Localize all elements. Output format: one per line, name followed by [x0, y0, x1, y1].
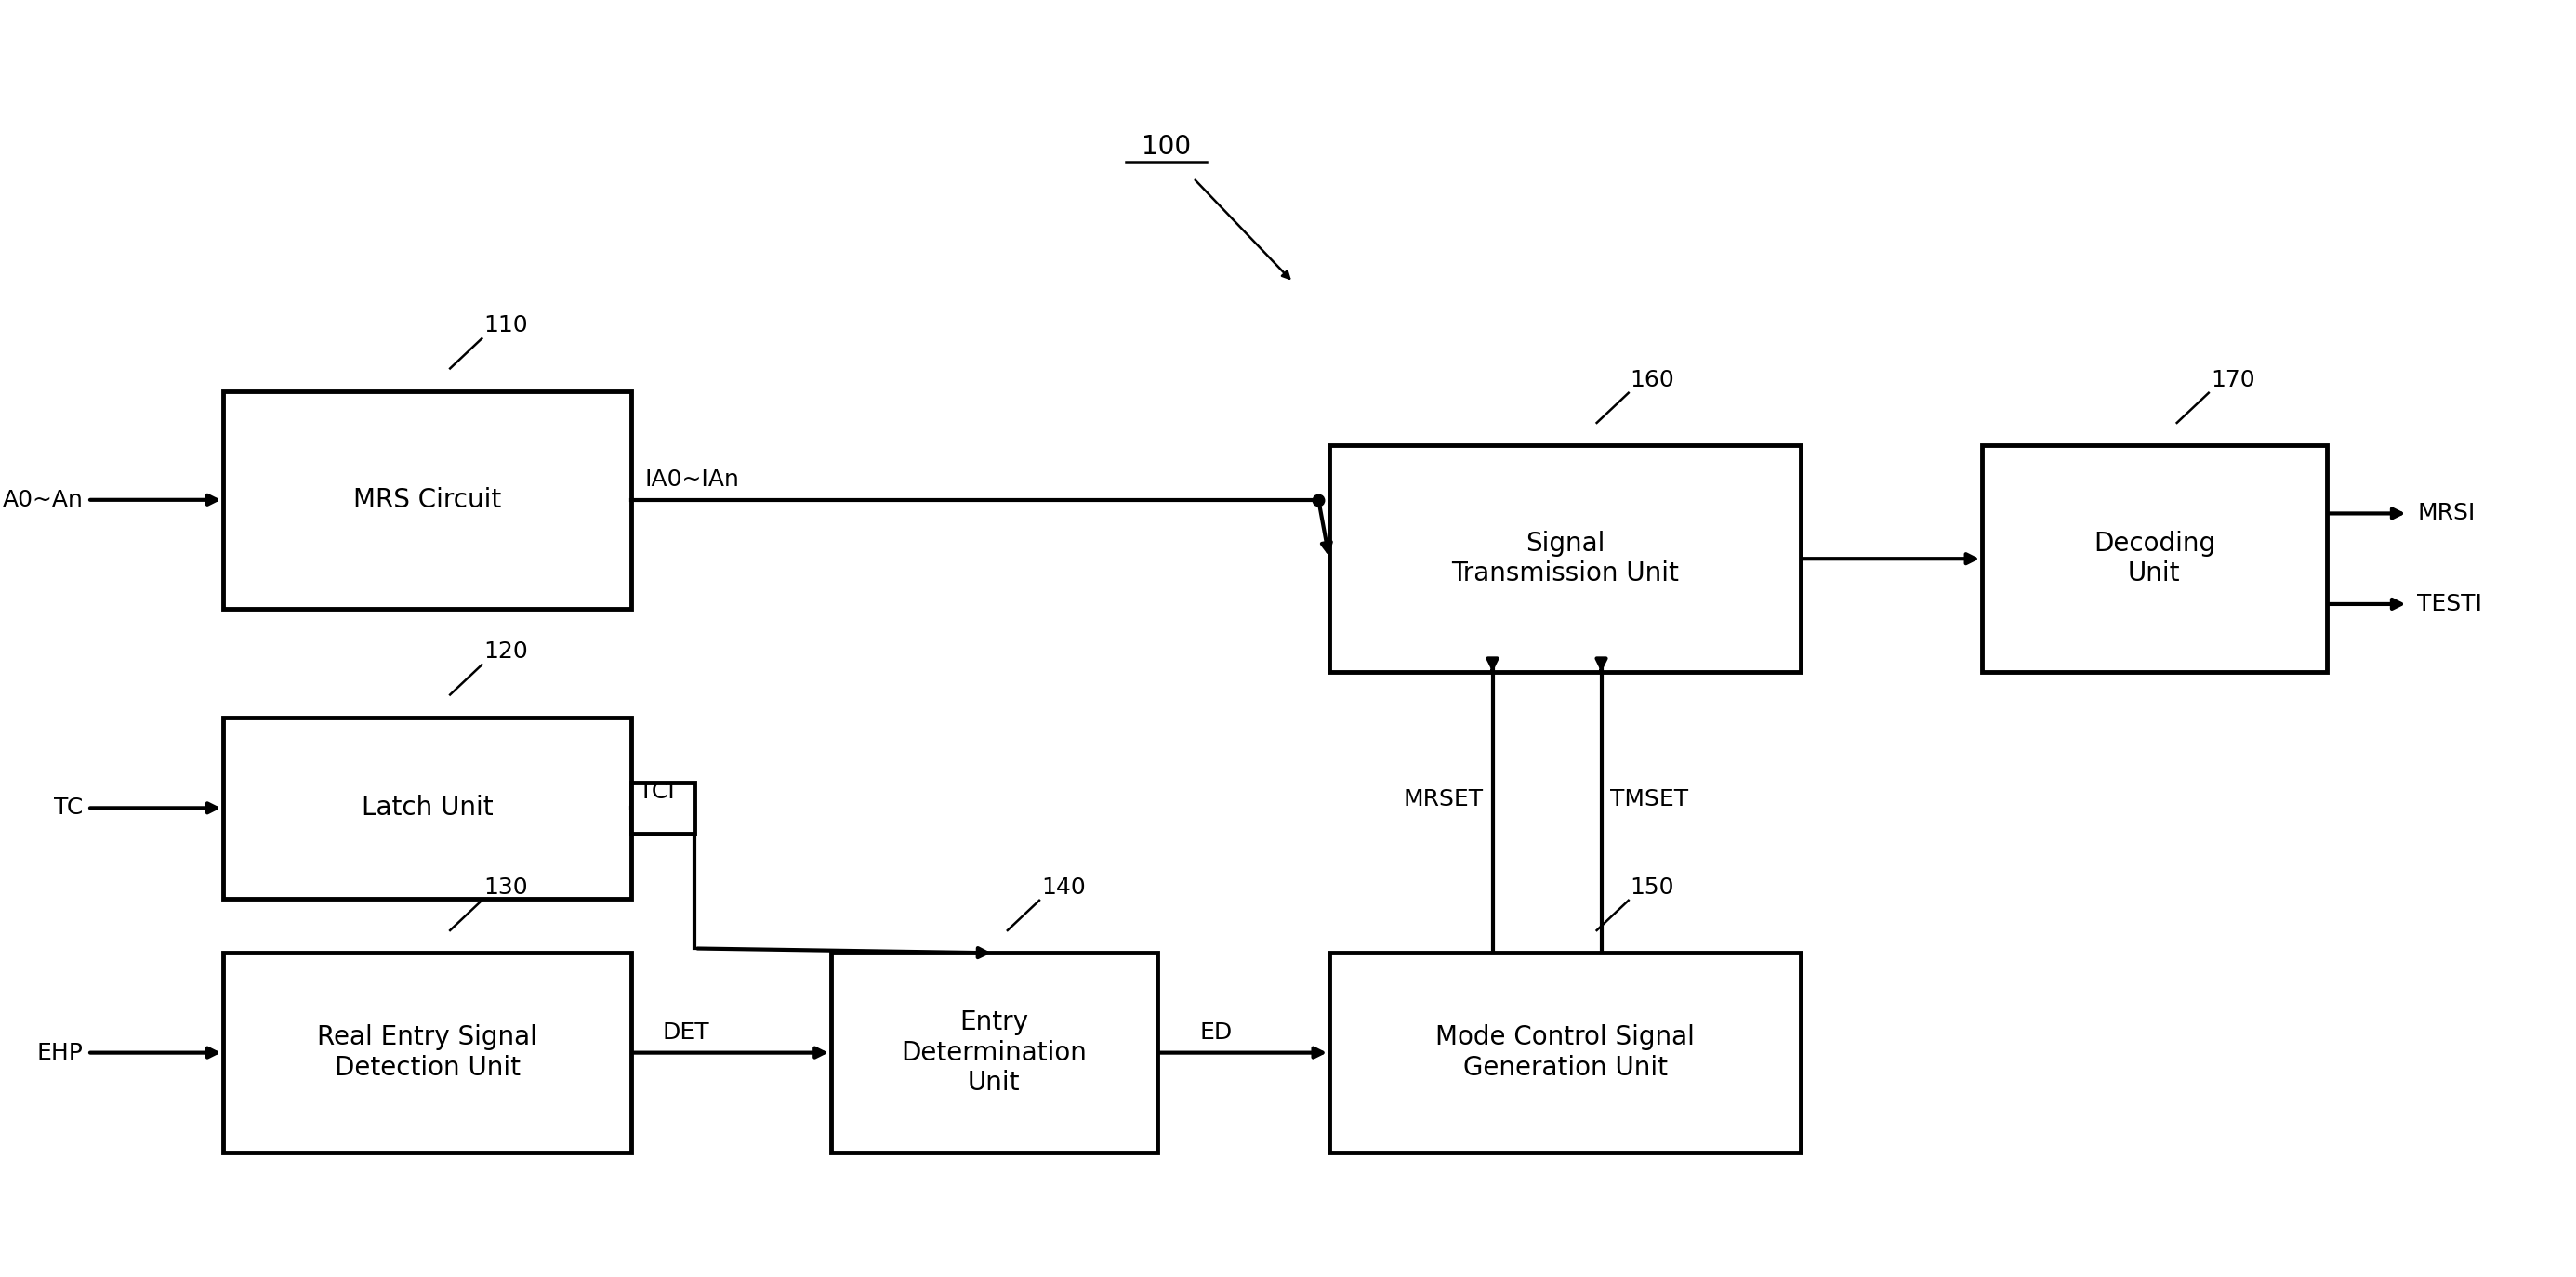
Text: 130: 130	[484, 876, 528, 899]
Text: 140: 140	[1041, 876, 1084, 899]
Bar	[224, 718, 631, 899]
Text: A0~An: A0~An	[3, 489, 82, 511]
Bar	[631, 783, 696, 834]
Text: 170: 170	[2210, 369, 2254, 391]
Text: 100: 100	[1141, 134, 1190, 160]
Bar	[832, 953, 1157, 1152]
Text: ED: ED	[1200, 1022, 1231, 1043]
Text: Signal
Transmission Unit: Signal Transmission Unit	[1450, 531, 1680, 587]
Text: TC: TC	[54, 797, 82, 819]
Text: EHP: EHP	[36, 1042, 82, 1064]
Text: Decoding
Unit: Decoding Unit	[2094, 531, 2215, 587]
Text: Real Entry Signal
Detection Unit: Real Entry Signal Detection Unit	[317, 1024, 538, 1080]
Text: 110: 110	[484, 314, 528, 337]
Text: MRSET: MRSET	[1404, 788, 1484, 810]
Bar	[1329, 446, 1801, 672]
Bar	[1329, 953, 1801, 1152]
Text: 160: 160	[1631, 369, 1674, 391]
Bar	[1981, 446, 2326, 672]
Text: IA0~IAn: IA0~IAn	[644, 469, 739, 490]
Text: Latch Unit: Latch Unit	[361, 796, 492, 821]
Text: Mode Control Signal
Generation Unit: Mode Control Signal Generation Unit	[1435, 1024, 1695, 1080]
Bar	[224, 953, 631, 1152]
Text: MRS Circuit: MRS Circuit	[353, 487, 502, 513]
Text: DET: DET	[662, 1022, 708, 1043]
Text: 150: 150	[1631, 876, 1674, 899]
Text: Entry
Determination
Unit: Entry Determination Unit	[902, 1010, 1087, 1096]
Text: TMSET: TMSET	[1610, 788, 1687, 810]
Text: TESTI: TESTI	[2416, 593, 2483, 616]
Text: TCI: TCI	[639, 782, 675, 803]
Text: 120: 120	[484, 641, 528, 663]
Bar	[224, 391, 631, 609]
Text: MRSI: MRSI	[2416, 502, 2476, 525]
